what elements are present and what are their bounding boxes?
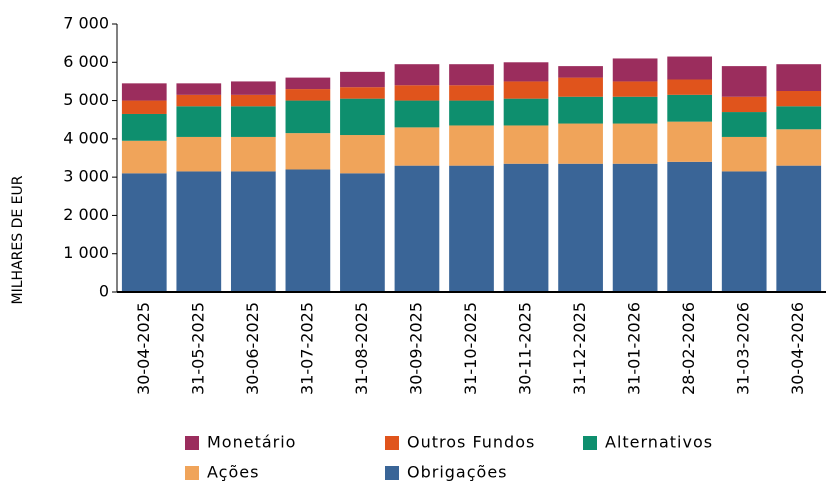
y-axis-label: MILHARES DE EUR: [10, 175, 26, 304]
legend-label: Outros Fundos: [407, 433, 535, 452]
bar-segment: [176, 171, 222, 292]
bar-segment: [776, 106, 822, 130]
bar-segment: [503, 163, 549, 292]
bar-segment: [667, 56, 713, 80]
legend-label: Monetário: [207, 433, 296, 452]
y-tick-label: 7 000: [63, 14, 109, 33]
bar-segment: [121, 113, 167, 141]
x-tick-label: 30-09-2025: [406, 302, 425, 395]
legend-label: Alternativos: [605, 433, 713, 452]
bar-segment: [449, 85, 494, 101]
bar-segment: [503, 125, 549, 164]
bar-segment: [176, 94, 222, 107]
bar-segment: [612, 58, 658, 82]
bar-segment: [285, 169, 331, 292]
bar-segment: [612, 81, 658, 97]
bar-segment: [230, 171, 276, 292]
x-tick-label: 28-02-2026: [679, 302, 698, 395]
bar-segment: [449, 165, 494, 292]
y-tick-label: 0: [99, 282, 109, 301]
y-tick-label: 1 000: [63, 243, 109, 262]
legend-swatch: [185, 436, 199, 450]
bar-segment: [285, 89, 331, 101]
y-tick-label: 5 000: [63, 90, 109, 109]
bar-segment: [721, 66, 767, 97]
legend-label: Obrigações: [407, 463, 508, 482]
bar-segment: [394, 100, 440, 128]
y-tick-label: 4 000: [63, 128, 109, 147]
bar-segment: [503, 81, 549, 99]
x-tick-label: 31-08-2025: [352, 302, 371, 395]
bar-segment: [394, 165, 440, 292]
y-tick-label: 2 000: [63, 205, 109, 224]
bar-segment: [721, 96, 767, 113]
bar-segment: [176, 136, 222, 172]
bar-segment: [667, 79, 713, 95]
bar-segment: [230, 94, 276, 107]
bar-segment: [230, 106, 276, 137]
x-tick-label: 30-11-2025: [516, 302, 535, 395]
bar-segment: [503, 98, 549, 126]
x-tick-label: 31-10-2025: [461, 302, 480, 395]
bar-segment: [285, 100, 331, 134]
bar-segment: [721, 171, 767, 292]
bar-segment: [121, 140, 167, 174]
legend-label: Ações: [207, 463, 259, 482]
bar-segment: [340, 87, 385, 99]
x-tick-label: 31-01-2026: [625, 302, 644, 395]
bar-segment: [721, 112, 767, 137]
bar-segment: [776, 129, 822, 166]
bar-segment: [449, 125, 494, 166]
x-tick-label: 31-12-2025: [570, 302, 589, 395]
bar-segment: [394, 85, 440, 101]
y-tick-label: 6 000: [63, 52, 109, 71]
x-tick-label: 30-06-2025: [243, 302, 262, 395]
bar-segment: [776, 64, 822, 91]
bar-segment: [449, 64, 494, 86]
bar-segment: [776, 165, 822, 292]
legend-swatch: [185, 466, 199, 480]
bar-segment: [558, 77, 603, 97]
y-tick-label: 3 000: [63, 167, 109, 186]
bar-segment: [121, 83, 167, 101]
bar-segment: [176, 83, 222, 95]
bar-segment: [394, 127, 440, 166]
x-tick-label: 31-07-2025: [297, 302, 316, 395]
bar-segment: [340, 173, 385, 292]
legend-swatch: [385, 436, 399, 450]
bar-segment: [285, 133, 331, 170]
bar-segment: [230, 136, 276, 172]
x-tick-label: 30-04-2026: [788, 302, 807, 395]
bar-segment: [558, 163, 603, 292]
bar-segment: [285, 77, 331, 90]
bar-segment: [340, 98, 385, 136]
bar-segment: [667, 94, 713, 122]
legend-swatch: [385, 466, 399, 480]
legend-swatch: [583, 436, 597, 450]
bar-segment: [176, 106, 222, 137]
x-tick-label: 31-05-2025: [188, 302, 207, 395]
bar-segment: [340, 71, 385, 88]
x-tick-label: 30-04-2025: [134, 302, 153, 395]
bar-segment: [230, 81, 276, 95]
bar-segment: [612, 96, 658, 124]
bar-segment: [721, 136, 767, 172]
bar-segment: [776, 91, 822, 107]
bar-segment: [121, 173, 167, 292]
bar-segment: [558, 96, 603, 124]
bar-segment: [667, 161, 713, 292]
bar-segment: [340, 135, 385, 174]
bar-segment: [612, 163, 658, 292]
bar-segment: [558, 123, 603, 164]
bar-segment: [503, 62, 549, 82]
bar-segment: [121, 100, 167, 114]
bar-segment: [449, 100, 494, 126]
x-tick-label: 31-03-2026: [734, 302, 753, 395]
bar-segment: [394, 64, 440, 86]
bar-segment: [612, 123, 658, 164]
bar-segment: [667, 121, 713, 162]
bar-segment: [558, 66, 603, 78]
